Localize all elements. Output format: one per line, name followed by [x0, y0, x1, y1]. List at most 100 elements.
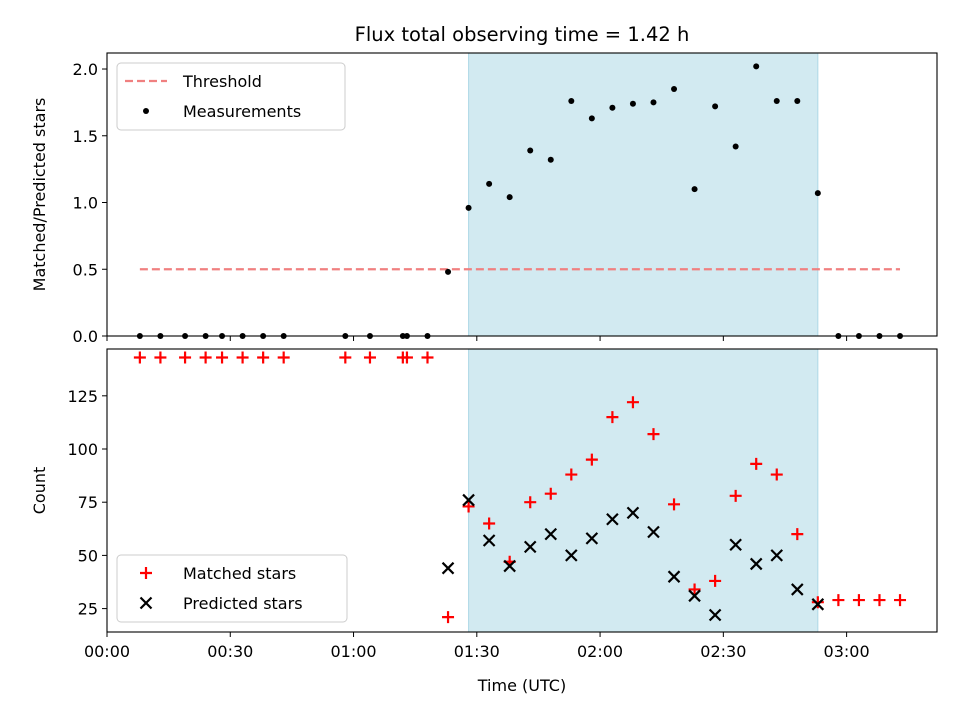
predicted-point — [729, 538, 742, 552]
matched-point — [133, 351, 146, 364]
y-tick-label: 1.5 — [73, 127, 98, 146]
legend-measurement-swatch — [143, 108, 149, 114]
matched-point — [626, 396, 639, 409]
predicted-point — [626, 506, 640, 520]
x-tick-label: 02:00 — [577, 642, 623, 661]
matched-point — [585, 453, 598, 466]
predicted-point — [503, 559, 516, 573]
matched-point — [852, 594, 865, 607]
measurement-point — [588, 115, 595, 122]
matched-point — [236, 351, 249, 364]
matched-point — [709, 574, 722, 587]
measurement-point — [445, 268, 452, 275]
legend-label: Matched stars — [183, 564, 296, 583]
measurement-point — [465, 204, 472, 211]
measurement-point — [609, 104, 616, 111]
matched-point — [770, 468, 783, 481]
matched-point — [894, 594, 907, 607]
chart-title: Flux total observing time = 1.42 h — [355, 23, 690, 46]
matched-point — [199, 351, 212, 364]
measurement-point — [814, 190, 821, 197]
matched-point — [524, 496, 537, 509]
matched-point — [400, 351, 413, 364]
matched-point — [811, 596, 824, 609]
axes-frame — [106, 52, 938, 337]
y-tick-label: 1.0 — [73, 194, 98, 213]
y-tick-label: 100 — [67, 440, 98, 459]
predicted-point — [544, 527, 558, 541]
bottom-panel: 00:00 00:30 01:00 01:30 02:00 02:30 03:00 25 50 7… — [30, 348, 938, 695]
measurement-point — [712, 103, 719, 110]
predicted-point — [791, 583, 804, 596]
matched-point — [154, 351, 167, 364]
matched-point — [179, 351, 192, 364]
x-tick-label: 03:00 — [824, 642, 870, 661]
matched-point — [873, 594, 886, 607]
predicted-point — [441, 561, 455, 575]
measurement-point — [650, 99, 657, 106]
predicted-point — [667, 570, 681, 583]
predicted-point — [523, 540, 537, 554]
y-tick-label: 50 — [78, 546, 98, 565]
legend-label: Threshold — [182, 72, 262, 91]
matched-point — [750, 457, 763, 470]
predicted-point — [585, 532, 599, 545]
measurement-point — [568, 98, 575, 105]
y-tick-label: 125 — [67, 387, 98, 406]
matched-point — [421, 351, 434, 364]
predicted-point — [462, 493, 475, 507]
matched-point — [363, 351, 376, 364]
shaded-span — [468, 348, 819, 633]
predicted-point — [606, 512, 619, 526]
predicted-point — [708, 608, 722, 622]
x-tick-label: 00:00 — [84, 642, 130, 661]
x-tick-label: 01:00 — [330, 642, 376, 661]
matched-point — [647, 428, 660, 441]
y-tick-label: 2.0 — [73, 60, 98, 79]
matched-point — [832, 594, 845, 607]
predicted-point — [688, 589, 701, 603]
predicted-point — [565, 549, 578, 562]
legend-matched-swatch — [140, 567, 152, 579]
matched-point — [565, 468, 578, 481]
measurement-point — [732, 143, 739, 150]
legend-box — [116, 62, 346, 131]
shaded-span — [468, 52, 819, 337]
predicted-point — [811, 598, 825, 611]
predicted-point — [482, 534, 496, 547]
matched-point — [277, 351, 290, 364]
predicted-point — [647, 525, 660, 539]
matched-point — [442, 611, 455, 624]
y-tick-label: 0.0 — [73, 327, 98, 346]
measurement-point — [691, 186, 698, 193]
y-axis-label: Matched/Predicted stars — [30, 98, 49, 292]
y-tick-label: 25 — [78, 600, 98, 619]
x-tick-label: 00:30 — [207, 642, 253, 661]
y-axis-label: Count — [30, 467, 49, 515]
measurement-point — [629, 100, 636, 107]
matched-point — [544, 487, 557, 500]
matched-point — [462, 500, 475, 513]
legend-label: Predicted stars — [183, 594, 303, 613]
matched-point — [668, 498, 681, 511]
predicted-point — [749, 557, 763, 571]
measurement-point — [486, 180, 493, 187]
matched-point — [216, 351, 229, 364]
measurement-point — [773, 98, 780, 105]
measurement-point — [753, 63, 760, 70]
measurement-point — [671, 86, 678, 93]
matched-point — [688, 583, 701, 596]
y-tick-label: 75 — [78, 493, 98, 512]
axes-frame — [106, 348, 938, 633]
x-tick-label: 01:30 — [454, 642, 500, 661]
measurement-point — [527, 147, 534, 154]
y-tick-label: 0.5 — [73, 260, 98, 279]
predicted-point — [770, 549, 784, 562]
legend-label: Measurements — [183, 102, 301, 121]
measurement-point — [794, 98, 801, 105]
legend-box — [116, 554, 348, 623]
measurement-point — [506, 194, 513, 201]
top-panel: 0.0 0.5 1.0 1.5 2.0 Matched/Predicted stars Th… — [30, 52, 938, 346]
x-tick-label: 02:30 — [700, 642, 746, 661]
